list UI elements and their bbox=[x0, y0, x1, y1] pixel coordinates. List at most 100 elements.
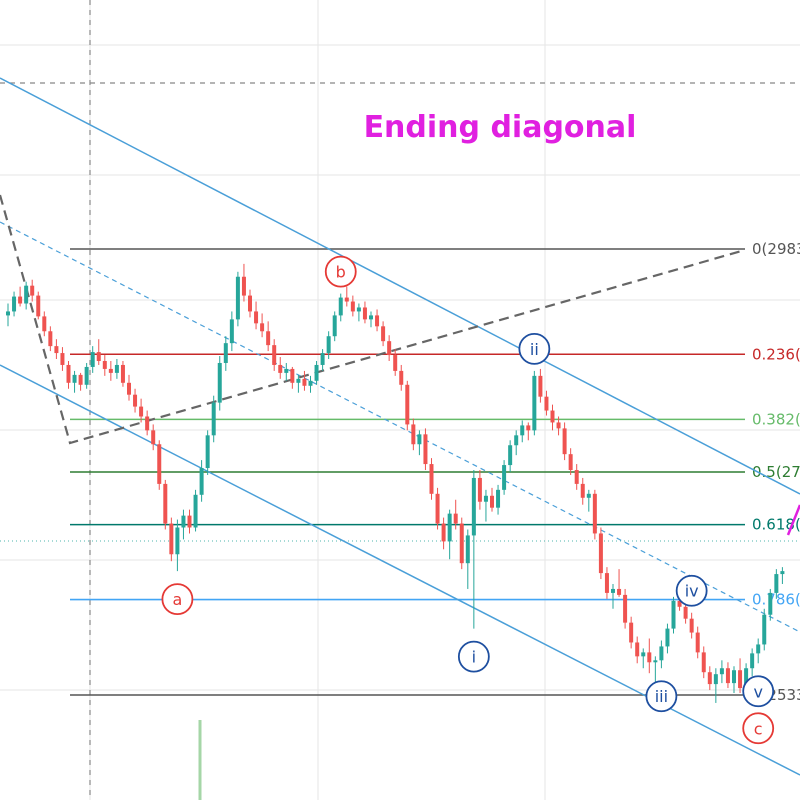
candle-body bbox=[260, 323, 265, 332]
candle-body bbox=[369, 315, 373, 320]
candle-body bbox=[375, 315, 380, 327]
candle-body bbox=[508, 445, 513, 466]
wave-label-c: c bbox=[742, 712, 775, 745]
candle-body bbox=[586, 493, 591, 498]
candle-body bbox=[719, 668, 724, 675]
candle-body bbox=[611, 588, 615, 593]
candle-body bbox=[66, 364, 71, 383]
candle-body bbox=[477, 477, 482, 502]
candle-body bbox=[423, 434, 428, 465]
wave-label-b: b bbox=[324, 255, 357, 288]
candle-body bbox=[641, 652, 646, 657]
candle-body bbox=[713, 674, 718, 685]
candle-body bbox=[514, 435, 519, 446]
candle-body bbox=[502, 465, 507, 490]
candle-body bbox=[157, 444, 162, 484]
candle-body bbox=[768, 592, 773, 615]
wave-label-text: iv bbox=[685, 582, 699, 601]
candle-body bbox=[54, 346, 59, 354]
wave-label-text: a bbox=[172, 590, 182, 609]
candle-body bbox=[671, 600, 676, 629]
candle-body bbox=[205, 435, 210, 469]
candle-body bbox=[592, 493, 597, 534]
candle-body bbox=[60, 353, 65, 365]
candle-body bbox=[393, 355, 398, 371]
fibonacci-levels: 0(29830.236(0.382(0.5(270.618(0.786(1(25… bbox=[70, 240, 800, 704]
wave-label-circle bbox=[742, 712, 775, 745]
candle-body bbox=[102, 360, 107, 369]
fib-level-label: 0.786( bbox=[752, 591, 800, 609]
candle-body bbox=[36, 295, 41, 317]
candle-body bbox=[290, 368, 295, 383]
candle-body bbox=[756, 644, 761, 654]
candle-body bbox=[217, 362, 222, 403]
candle-body bbox=[405, 384, 410, 425]
fib-level-label: 0.618( bbox=[752, 516, 800, 534]
wave-label-text: i bbox=[472, 648, 476, 667]
channel-lower-line bbox=[0, 364, 800, 776]
wave-label-i: i bbox=[457, 640, 490, 673]
candle-body bbox=[284, 368, 289, 373]
candle-body bbox=[677, 600, 682, 607]
candle-body bbox=[387, 341, 392, 356]
trend-channel bbox=[0, 77, 800, 776]
candle-body bbox=[526, 425, 531, 431]
projection-line bbox=[786, 504, 800, 536]
candlesticks bbox=[6, 263, 785, 703]
candle-body bbox=[362, 307, 367, 320]
candle-body bbox=[326, 336, 331, 354]
candle-body bbox=[308, 380, 313, 386]
candle-body bbox=[604, 573, 609, 593]
candle-body bbox=[629, 622, 634, 643]
fib-level-label: 0(2983 bbox=[752, 240, 800, 258]
fib-level-label: 0.5(27 bbox=[752, 463, 800, 481]
candle-body bbox=[48, 331, 53, 347]
candle-body bbox=[471, 477, 476, 536]
candle-body bbox=[381, 326, 386, 342]
candle-body bbox=[532, 375, 537, 431]
candle-body bbox=[320, 353, 325, 365]
wave-label-text: ii bbox=[530, 340, 539, 359]
candle-body bbox=[520, 425, 525, 436]
candle-body bbox=[151, 430, 156, 445]
fib-level-label: 0.382( bbox=[752, 410, 800, 428]
candle-body bbox=[278, 364, 283, 373]
candle-body bbox=[707, 672, 712, 685]
wave-label-circle bbox=[742, 675, 775, 708]
candle-body bbox=[695, 632, 700, 653]
candle-body bbox=[744, 668, 749, 689]
candle-body bbox=[623, 594, 628, 623]
wave-label-a: a bbox=[161, 583, 194, 616]
wave-label-v: v bbox=[742, 675, 775, 708]
candle-body bbox=[90, 352, 95, 367]
candle-body bbox=[145, 416, 150, 431]
wave-label-ii: ii bbox=[518, 333, 551, 365]
candle-body bbox=[465, 535, 470, 564]
candle-body bbox=[441, 523, 446, 542]
candle-body bbox=[550, 410, 555, 423]
candle-body bbox=[447, 513, 452, 542]
candle-body bbox=[738, 670, 743, 689]
candle-body bbox=[266, 331, 271, 346]
wave-label-circle bbox=[675, 574, 708, 607]
candle-body bbox=[411, 424, 416, 445]
candle-body bbox=[617, 588, 622, 595]
candle-body bbox=[701, 652, 706, 673]
wave-label-circle bbox=[457, 640, 490, 673]
candle-body bbox=[187, 515, 192, 528]
candle-body bbox=[223, 343, 228, 363]
candle-body bbox=[562, 428, 567, 455]
candle-body bbox=[598, 533, 603, 574]
candle-body bbox=[163, 483, 168, 524]
candle-body bbox=[580, 483, 585, 498]
chart-title: Ending diagonal bbox=[364, 110, 637, 145]
candle-body bbox=[483, 495, 488, 502]
candle-body bbox=[647, 652, 652, 663]
candle-body bbox=[399, 370, 404, 385]
candle-body bbox=[774, 574, 779, 593]
candle-body bbox=[453, 513, 458, 524]
candle-body bbox=[96, 352, 101, 361]
candle-body bbox=[175, 527, 180, 555]
